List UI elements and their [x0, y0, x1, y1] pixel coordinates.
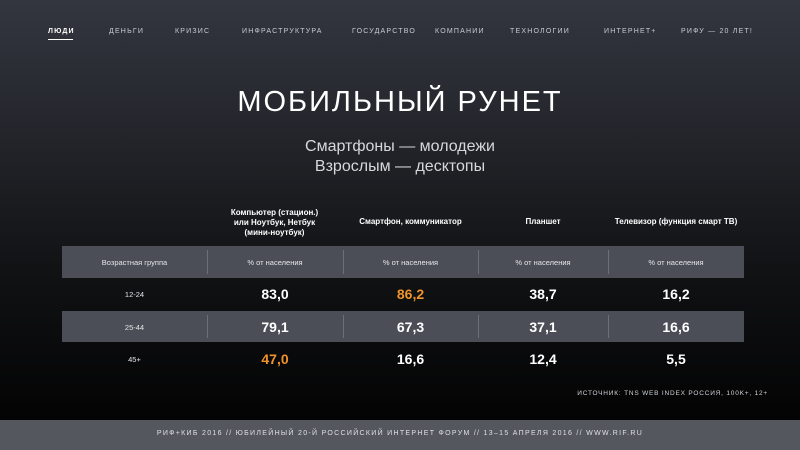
column-divider — [343, 315, 344, 338]
column-divider — [608, 315, 609, 338]
table-cell: 37,1 — [529, 319, 557, 335]
header-percent: % от населения — [648, 258, 704, 267]
table-cell: 16,6 — [396, 351, 425, 367]
column-divider — [207, 315, 208, 338]
nav-item-government[interactable]: государство — [352, 28, 416, 35]
nav-item-money[interactable]: деньги — [109, 28, 145, 35]
header-age-group: Возрастная группа — [101, 258, 168, 267]
nav-item-internet-plus[interactable]: интернет+ — [604, 28, 657, 35]
table-cell-highlight: 47,0 — [261, 351, 289, 367]
table-cell: 38,7 — [529, 286, 557, 302]
nav-item-crisis[interactable]: кризис — [175, 28, 211, 35]
table-cell: 16,6 — [662, 319, 690, 335]
row-age-group: 12-24 — [124, 290, 145, 299]
column-header-smartphone: Смартфон, коммуникатор — [359, 217, 462, 226]
table-cell: 5,5 — [666, 351, 686, 367]
page-title: МОБИЛЬНЫЙ РУНЕТ — [237, 86, 563, 118]
table-cell: 67,3 — [396, 319, 425, 335]
column-divider — [608, 250, 609, 274]
header-percent: % от населения — [247, 258, 303, 267]
header-percent: % от населения — [515, 258, 571, 267]
table-cell-highlight: 86,2 — [396, 286, 425, 302]
row-age-group: 45+ — [128, 355, 141, 364]
nav-item-technologies[interactable]: технологии — [510, 28, 570, 35]
table-cell: 79,1 — [261, 319, 289, 335]
nav-item-infrastructure[interactable]: инфраструктура — [242, 28, 323, 35]
source-note: Источник: TNS Web Index Россия, 100k+, 1… — [577, 390, 768, 397]
nav-item-companies[interactable]: компании — [435, 28, 485, 35]
footer-text[interactable]: РИФ+КИБ 2016 // Юбилейный 20-й Российски… — [156, 430, 644, 437]
nav-item-rif-20[interactable]: РИФУ — 20 лет! — [681, 28, 754, 35]
table-cell: 83,0 — [261, 286, 289, 302]
subtitle-line-2: Взрослым — десктопы — [314, 158, 486, 175]
row-age-group: 25-44 — [124, 323, 145, 332]
column-header-tv: Телевизор (функция смарт ТВ) — [614, 217, 738, 226]
nav-active-underline — [48, 39, 73, 40]
nav-item-people[interactable]: люди — [48, 28, 75, 35]
top-nav: люди деньги кризис инфраструктура госуда… — [0, 0, 800, 44]
column-divider — [478, 250, 479, 274]
column-header-tablet: Планшет — [525, 217, 561, 226]
table-header-row — [62, 246, 744, 278]
table-cell: 16,2 — [662, 286, 690, 302]
table-cell: 12,4 — [529, 351, 557, 367]
column-divider — [207, 250, 208, 274]
column-divider — [478, 315, 479, 338]
table-row-band — [62, 311, 744, 342]
subtitle-line-1: Смартфоны — молодежи — [305, 138, 495, 155]
column-divider — [343, 250, 344, 274]
column-header-computer: Компьютер (стацион.) или Ноутбук, Нетбук… — [230, 208, 319, 237]
header-percent: % от населения — [382, 258, 439, 267]
footer-bar: РИФ+КИБ 2016 // Юбилейный 20-й Российски… — [0, 420, 800, 450]
